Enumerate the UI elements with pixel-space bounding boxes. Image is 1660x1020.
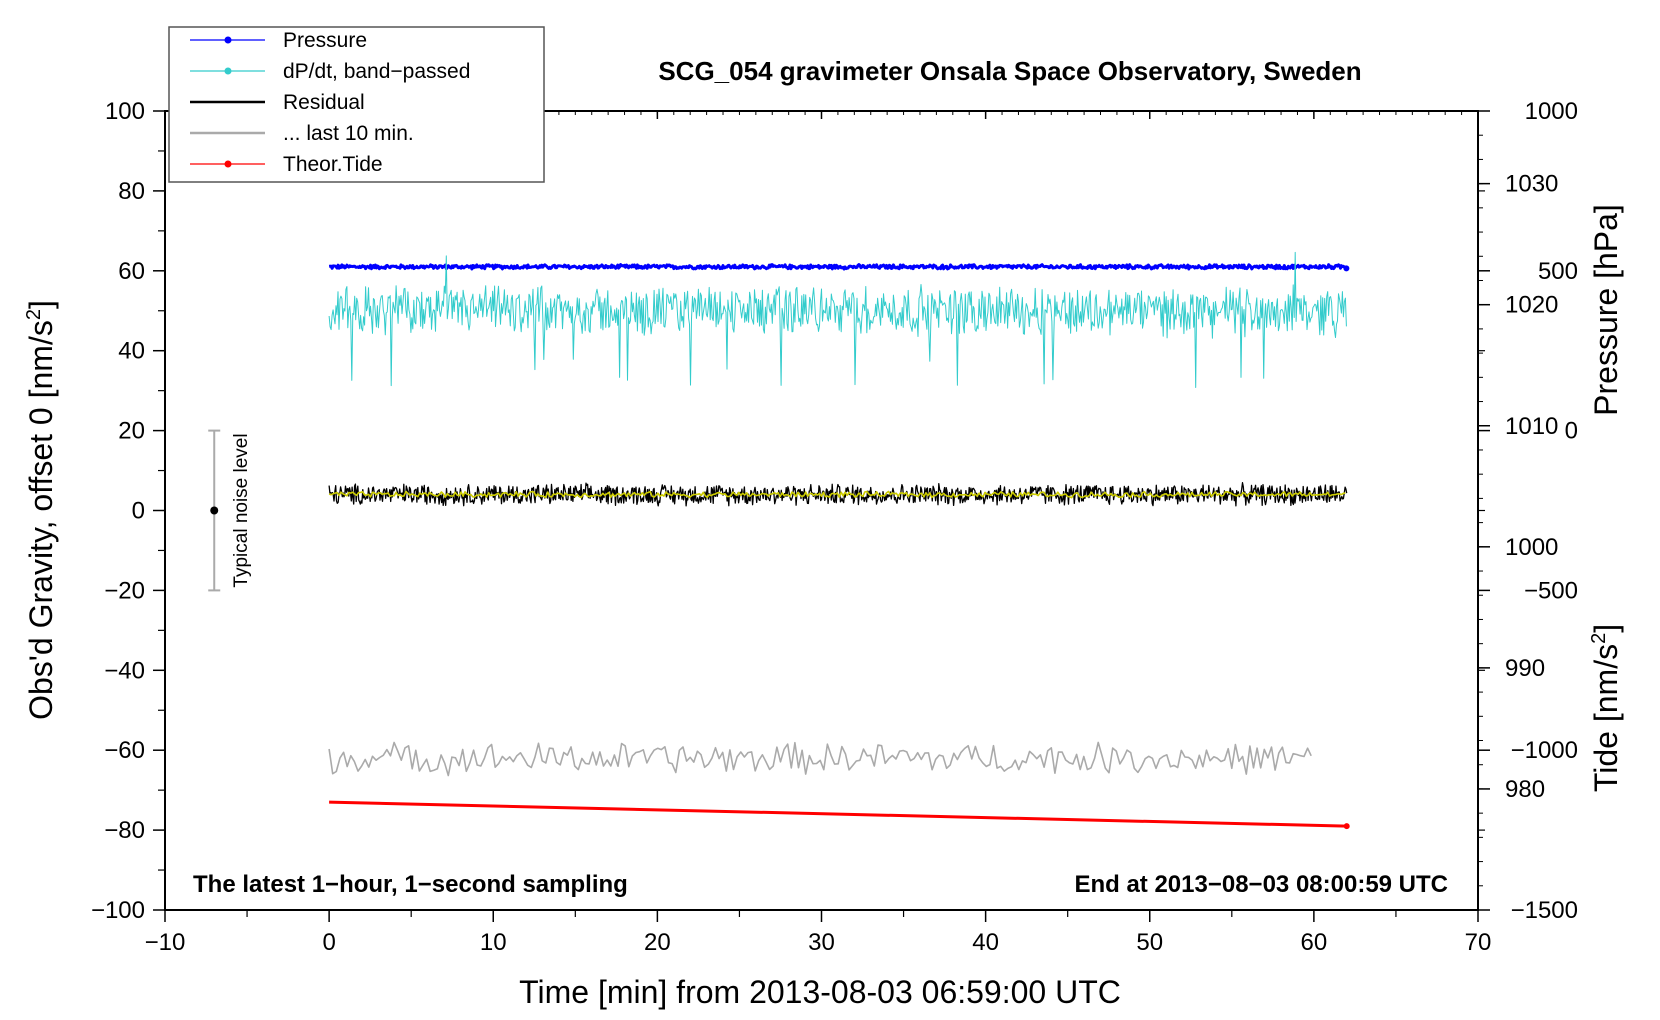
- x-tick-label: 10: [480, 929, 507, 956]
- y-axis-title-tide-text: Tide [nm/s: [1588, 644, 1624, 792]
- y-tick-label: 80: [118, 178, 145, 205]
- y-axis-title-left-sup: 2: [23, 309, 45, 320]
- tide-tick-label: −1500: [1511, 897, 1578, 924]
- y-tick-label: −100: [91, 897, 145, 924]
- x-tick-label: 50: [1136, 929, 1163, 956]
- x-tick-label: 60: [1301, 929, 1328, 956]
- y-tick-label: −60: [104, 737, 145, 764]
- series-line-5: [329, 800, 1347, 828]
- y-tick-label: −40: [104, 657, 145, 684]
- pressure-tick-label: 1010: [1505, 413, 1558, 440]
- x-tick-label: 0: [322, 929, 335, 956]
- y-axis-title-pressure: Pressure [hPa]: [1588, 204, 1624, 416]
- noise-level-indicator: Typical noise level: [208, 429, 252, 592]
- x-tick-label: −10: [145, 929, 186, 956]
- series-line-0: [328, 263, 1348, 271]
- legend: Pressure dP/dt, band−passed Residual ... la…: [168, 26, 545, 183]
- legend-label: Theor.Tide: [283, 153, 383, 176]
- y-tick-label: 0: [132, 498, 145, 525]
- y-axis-title-left-close: ]: [23, 300, 59, 309]
- legend-marker: [224, 160, 232, 168]
- axis-ticks: −10 0 10 20 30 40 50 60 70100806040200−20−40−60−…: [91, 98, 1578, 956]
- pressure-tick-label: 980: [1505, 776, 1545, 803]
- note-right: End at 2013−08−03 08:00:59 UTC: [1074, 871, 1448, 898]
- tide-tick-label: −500: [1524, 577, 1578, 604]
- pressure-tick-label: 1000: [1505, 534, 1558, 561]
- tide-tick-label: −1000: [1511, 737, 1578, 764]
- series-line-3: [328, 490, 1346, 499]
- series-endpoint-0: [1343, 265, 1350, 272]
- noise-level-label: Typical noise level: [231, 433, 252, 587]
- series-line-1: [328, 251, 1347, 388]
- y-axis-title-tide-close: ]: [1588, 624, 1624, 633]
- y-tick-label: −20: [104, 577, 145, 604]
- legend-box: [168, 26, 545, 183]
- x-axis-title: Time [min] from 2013-08-03 06:59:00 UTC: [519, 974, 1121, 1010]
- y-axis-title-left: Obs'd Gravity, offset 0 [nm/s2]: [23, 300, 59, 720]
- y-tick-label: −80: [104, 817, 145, 844]
- tide-tick-label: 0: [1565, 418, 1578, 445]
- y-axis-title-tide-sup: 2: [1588, 633, 1610, 644]
- y-tick-label: 100: [105, 98, 145, 125]
- y-tick-label: 20: [118, 418, 145, 445]
- note-left: The latest 1−hour, 1−second sampling: [193, 871, 628, 898]
- legend-label: Pressure: [283, 29, 367, 52]
- plot-frame: [164, 110, 1479, 911]
- x-tick-label: 70: [1465, 929, 1492, 956]
- tide-tick-label: 500: [1538, 258, 1578, 285]
- series-endpoint-5: [1343, 823, 1350, 830]
- x-tick-label: 20: [644, 929, 671, 956]
- tide-tick-label: 1000: [1525, 98, 1578, 125]
- legend-label: dP/dt, band−passed: [283, 60, 470, 83]
- legend-marker: [224, 36, 232, 44]
- x-tick-label: 40: [972, 929, 999, 956]
- y-axis-title-tide: Tide [nm/s2]: [1588, 624, 1624, 792]
- legend-label: Residual: [283, 91, 365, 114]
- y-axis-title-left-text: Obs'd Gravity, offset 0 [nm/s: [23, 320, 59, 720]
- series-line-4: [328, 741, 1312, 777]
- series-layer: [328, 251, 1350, 830]
- x-tick-label: 30: [808, 929, 835, 956]
- pressure-tick-label: 1020: [1505, 292, 1558, 319]
- pressure-tick-label: 990: [1505, 655, 1545, 682]
- y-tick-label: 60: [118, 258, 145, 285]
- pressure-tick-label: 1030: [1505, 171, 1558, 198]
- y-tick-label: 40: [118, 338, 145, 365]
- legend-label: ... last 10 min.: [283, 122, 414, 145]
- noise-bar-center-dot: [210, 506, 219, 515]
- series-line-2: [328, 482, 1348, 507]
- chart-title: SCG_054 gravimeter Onsala Space Observat…: [658, 56, 1361, 86]
- legend-marker: [224, 67, 232, 75]
